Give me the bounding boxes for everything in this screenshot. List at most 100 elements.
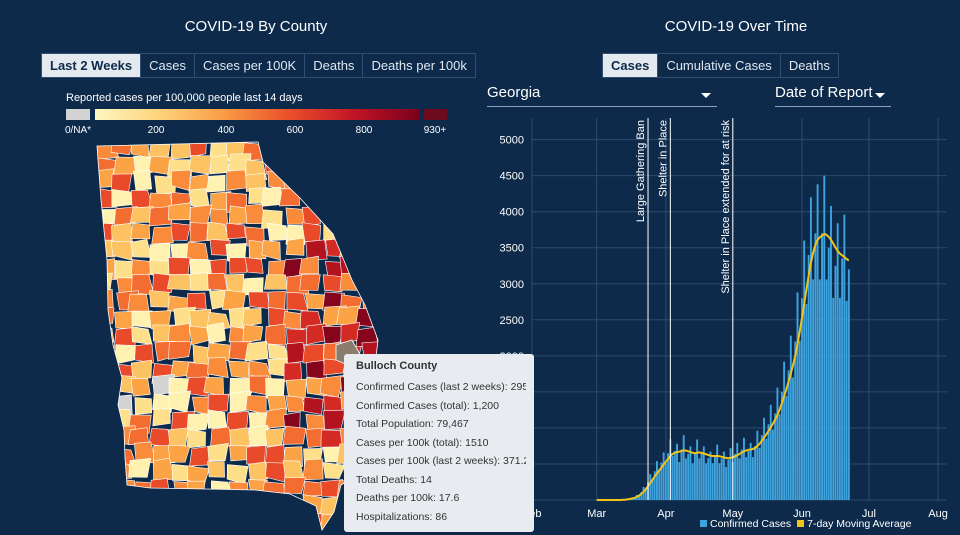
county-region[interactable]: [135, 511, 158, 531]
county-region[interactable]: [248, 461, 269, 485]
county-region[interactable]: [286, 153, 304, 176]
county-region[interactable]: [90, 497, 113, 519]
county-region[interactable]: [283, 498, 302, 517]
county-region[interactable]: [94, 343, 113, 364]
county-region[interactable]: [362, 237, 384, 258]
county-region[interactable]: [134, 481, 153, 501]
county-region[interactable]: [375, 206, 395, 228]
county-region[interactable]: [376, 292, 398, 316]
county-region[interactable]: [110, 140, 135, 156]
county-region[interactable]: [207, 393, 230, 413]
county-region[interactable]: [283, 477, 306, 495]
county-region[interactable]: [149, 290, 170, 308]
county-region[interactable]: [245, 515, 267, 534]
county-region[interactable]: [90, 376, 113, 399]
county-region[interactable]: [359, 158, 380, 179]
county-region[interactable]: [358, 253, 381, 277]
tab-chart-cases[interactable]: Cases: [603, 54, 659, 77]
county-region[interactable]: [225, 222, 246, 240]
county-region[interactable]: [357, 140, 376, 160]
county-region[interactable]: [228, 481, 249, 500]
county-region[interactable]: [283, 362, 302, 382]
county-region[interactable]: [151, 226, 177, 245]
county-region[interactable]: [171, 515, 191, 535]
county-region[interactable]: [134, 397, 153, 415]
tab-cumulative-cases[interactable]: Cumulative Cases: [658, 54, 781, 77]
county-region[interactable]: [189, 272, 212, 291]
county-region[interactable]: [280, 509, 303, 530]
county-region[interactable]: [111, 512, 131, 529]
county-region[interactable]: [282, 142, 303, 163]
county-region[interactable]: [339, 242, 363, 259]
county-region[interactable]: [248, 291, 271, 309]
county-region[interactable]: [303, 511, 323, 530]
county-region[interactable]: [265, 511, 286, 532]
tab-deaths-per-100k[interactable]: Deaths per 100k: [371, 58, 467, 73]
county-region[interactable]: [278, 188, 301, 207]
tab-last-2-weeks[interactable]: Last 2 Weeks: [42, 54, 142, 77]
county-region[interactable]: [267, 343, 290, 361]
county-region[interactable]: [305, 239, 328, 261]
county-region[interactable]: [265, 498, 284, 516]
county-region[interactable]: [229, 257, 251, 274]
county-region[interactable]: [263, 142, 285, 161]
county-region[interactable]: [170, 222, 191, 241]
county-region[interactable]: [114, 478, 136, 494]
county-region[interactable]: [226, 515, 248, 534]
county-region[interactable]: [130, 494, 155, 513]
county-region[interactable]: [306, 189, 326, 210]
county-region[interactable]: [286, 291, 309, 312]
county-region[interactable]: [379, 152, 397, 174]
county-region[interactable]: [188, 325, 210, 346]
county-region[interactable]: [186, 292, 207, 310]
county-region[interactable]: [380, 330, 398, 350]
county-region[interactable]: [206, 510, 230, 533]
county-region[interactable]: [207, 357, 229, 378]
county-region[interactable]: [207, 442, 229, 461]
county-region[interactable]: [362, 290, 381, 312]
county-region[interactable]: [245, 529, 268, 535]
county-region[interactable]: [322, 462, 346, 479]
county-region[interactable]: [192, 529, 215, 535]
tab-cases[interactable]: Cases: [141, 54, 195, 77]
county-region[interactable]: [189, 258, 212, 275]
county-region[interactable]: [299, 274, 321, 291]
county-region[interactable]: [166, 274, 192, 291]
county-region[interactable]: [97, 209, 117, 225]
county-region[interactable]: [189, 222, 208, 243]
county-region[interactable]: [303, 396, 324, 415]
county-region[interactable]: [379, 277, 400, 295]
county-region[interactable]: [265, 378, 285, 399]
county-region[interactable]: [111, 189, 134, 208]
county-region[interactable]: [94, 272, 113, 293]
county-region[interactable]: [185, 241, 209, 261]
county-region[interactable]: [225, 410, 249, 431]
county-region[interactable]: [97, 531, 119, 535]
date-type-select[interactable]: Date of Report: [775, 84, 891, 107]
county-region[interactable]: [170, 494, 196, 518]
county-region[interactable]: [242, 308, 262, 328]
county-region[interactable]: [94, 446, 115, 463]
county-region[interactable]: [111, 529, 135, 535]
county-region[interactable]: [186, 376, 208, 397]
county-region[interactable]: [188, 155, 213, 175]
county-region[interactable]: [131, 326, 153, 345]
county-region[interactable]: [320, 157, 343, 176]
county-region[interactable]: [93, 306, 115, 324]
state-select[interactable]: Georgia: [487, 84, 717, 107]
county-region[interactable]: [207, 409, 227, 429]
county-region[interactable]: [264, 323, 286, 346]
georgia-county-map[interactable]: [0, 140, 400, 535]
county-region[interactable]: [242, 324, 264, 344]
county-region[interactable]: [91, 513, 113, 533]
county-region[interactable]: [319, 188, 340, 208]
county-region[interactable]: [168, 390, 192, 413]
county-region[interactable]: [319, 513, 344, 532]
county-region[interactable]: [325, 207, 348, 230]
county-region[interactable]: [299, 255, 319, 275]
county-region[interactable]: [113, 498, 135, 517]
county-region[interactable]: [302, 155, 323, 175]
county-region[interactable]: [264, 428, 285, 448]
county-region[interactable]: [304, 293, 326, 310]
county-region[interactable]: [130, 359, 153, 381]
